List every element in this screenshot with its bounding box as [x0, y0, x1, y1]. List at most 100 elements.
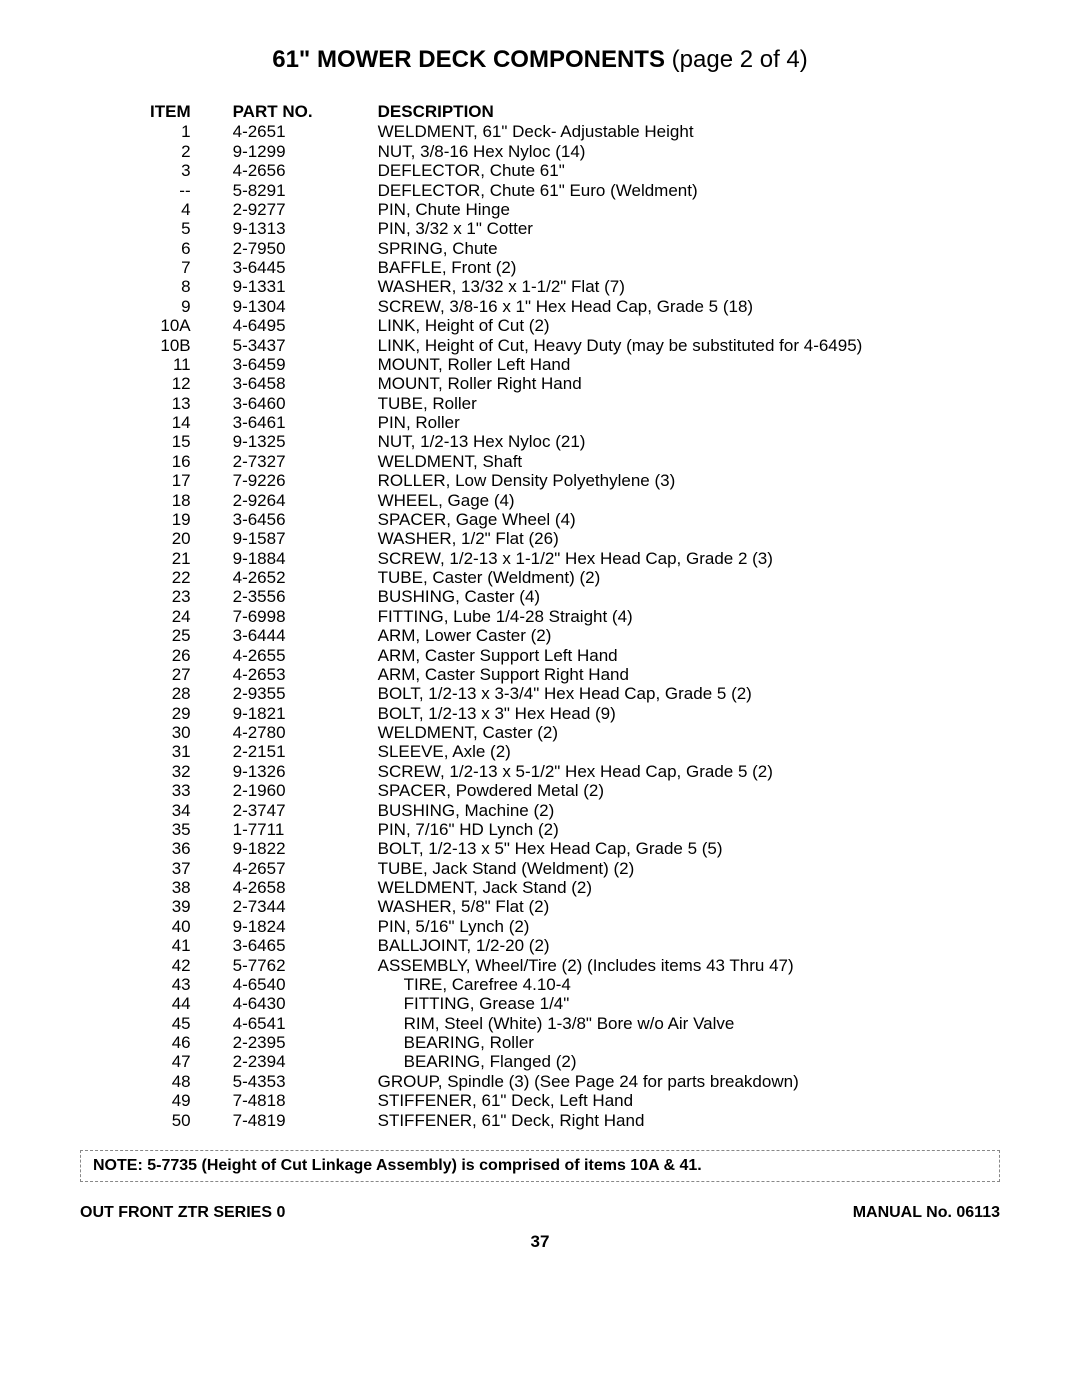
cell-part: 9-1587 [191, 529, 326, 548]
cell-desc: SCREW, 1/2-13 x 5-1/2" Hex Head Cap, Gra… [326, 762, 1000, 781]
table-row: 299-1821BOLT, 1/2-13 x 3" Hex Head (9) [80, 704, 1000, 723]
table-row: 143-6461PIN, Roller [80, 413, 1000, 432]
table-row: 282-9355BOLT, 1/2-13 x 3-3/4" Hex Head C… [80, 684, 1000, 703]
cell-part: 2-2395 [191, 1033, 326, 1052]
cell-part: 9-1821 [191, 704, 326, 723]
cell-part: 4-2658 [191, 878, 326, 897]
cell-desc: BEARING, Roller [326, 1033, 1000, 1052]
cell-item: 9 [80, 297, 191, 316]
cell-part: 3-6461 [191, 413, 326, 432]
cell-desc: BUSHING, Machine (2) [326, 801, 1000, 820]
cell-item: 29 [80, 704, 191, 723]
cell-part: 2-2151 [191, 742, 326, 761]
cell-part: 3-6445 [191, 258, 326, 277]
cell-part: 5-7762 [191, 956, 326, 975]
cell-part: 9-1299 [191, 142, 326, 161]
cell-part: 4-2657 [191, 859, 326, 878]
cell-desc: PIN, Roller [326, 413, 1000, 432]
table-row: 89-1331WASHER, 13/32 x 1-1/2" Flat (7) [80, 277, 1000, 296]
cell-part: 4-2651 [191, 122, 326, 141]
cell-desc: ARM, Caster Support Right Hand [326, 665, 1000, 684]
cell-desc: RIM, Steel (White) 1-3/8" Bore w/o Air V… [326, 1014, 1000, 1033]
cell-item: 38 [80, 878, 191, 897]
table-row: 209-1587WASHER, 1/2" Flat (26) [80, 529, 1000, 548]
cell-desc: WELDMENT, Shaft [326, 452, 1000, 471]
table-row: 274-2653ARM, Caster Support Right Hand [80, 665, 1000, 684]
cell-desc: BOLT, 1/2-13 x 5" Hex Head Cap, Grade 5 … [326, 839, 1000, 858]
table-row: 224-2652TUBE, Caster (Weldment) (2) [80, 568, 1000, 587]
cell-desc: LINK, Height of Cut, Heavy Duty (may be … [326, 336, 1000, 355]
cell-part: 9-1326 [191, 762, 326, 781]
cell-item: 7 [80, 258, 191, 277]
cell-desc: PIN, 3/32 x 1" Cotter [326, 219, 1000, 238]
cell-part: 1-7711 [191, 820, 326, 839]
table-row: 42-9277PIN, Chute Hinge [80, 200, 1000, 219]
table-row: --5-8291DEFLECTOR, Chute 61" Euro (Weldm… [80, 181, 1000, 200]
page-title: 61" MOWER DECK COMPONENTS (page 2 of 4) [80, 46, 1000, 74]
table-row: 329-1326SCREW, 1/2-13 x 5-1/2" Hex Head … [80, 762, 1000, 781]
cell-desc: GROUP, Spindle (3) (See Page 24 for part… [326, 1072, 1000, 1091]
cell-desc: WELDMENT, Jack Stand (2) [326, 878, 1000, 897]
table-row: 14-2651WELDMENT, 61" Deck- Adjustable He… [80, 122, 1000, 141]
cell-part: 4-6430 [191, 994, 326, 1013]
cell-part: 2-7344 [191, 897, 326, 916]
cell-desc: MOUNT, Roller Right Hand [326, 374, 1000, 393]
cell-item: 43 [80, 975, 191, 994]
cell-part: 3-6465 [191, 936, 326, 955]
cell-part: 4-2655 [191, 646, 326, 665]
cell-item: 10B [80, 336, 191, 355]
cell-desc: SPRING, Chute [326, 239, 1000, 258]
footer: OUT FRONT ZTR SERIES 0 MANUAL No. 06113 [80, 1204, 1000, 1222]
cell-desc: NUT, 1/2-13 Hex Nyloc (21) [326, 432, 1000, 451]
cell-part: 2-9264 [191, 491, 326, 510]
cell-part: 9-1884 [191, 549, 326, 568]
table-row: 99-1304SCREW, 3/8-16 x 1" Hex Head Cap, … [80, 297, 1000, 316]
table-row: 444-6430FITTING, Grease 1/4" [80, 994, 1000, 1013]
cell-item: 44 [80, 994, 191, 1013]
cell-desc: PIN, Chute Hinge [326, 200, 1000, 219]
table-row: 454-6541RIM, Steel (White) 1-3/8" Bore w… [80, 1014, 1000, 1033]
table-row: 113-6459MOUNT, Roller Left Hand [80, 355, 1000, 374]
table-row: 232-3556BUSHING, Caster (4) [80, 587, 1000, 606]
table-row: 425-7762ASSEMBLY, Wheel/Tire (2) (Includ… [80, 956, 1000, 975]
cell-desc: BEARING, Flanged (2) [326, 1052, 1000, 1071]
table-row: 485-4353GROUP, Spindle (3) (See Page 24 … [80, 1072, 1000, 1091]
header-item: ITEM [80, 102, 191, 122]
cell-part: 2-7950 [191, 239, 326, 258]
cell-desc: ARM, Lower Caster (2) [326, 626, 1000, 645]
cell-desc: FITTING, Grease 1/4" [326, 994, 1000, 1013]
table-row: 59-1313PIN, 3/32 x 1" Cotter [80, 219, 1000, 238]
cell-desc: LINK, Height of Cut (2) [326, 316, 1000, 335]
table-row: 384-2658WELDMENT, Jack Stand (2) [80, 878, 1000, 897]
cell-item: 25 [80, 626, 191, 645]
cell-item: 22 [80, 568, 191, 587]
table-row: 162-7327WELDMENT, Shaft [80, 452, 1000, 471]
cell-item: 40 [80, 917, 191, 936]
cell-desc: WASHER, 5/8" Flat (2) [326, 897, 1000, 916]
cell-part: 9-1331 [191, 277, 326, 296]
table-row: 409-1824PIN, 5/16" Lynch (2) [80, 917, 1000, 936]
cell-desc: SCREW, 1/2-13 x 1-1/2" Hex Head Cap, Gra… [326, 549, 1000, 568]
parts-tbody: 14-2651WELDMENT, 61" Deck- Adjustable He… [80, 122, 1000, 1130]
cell-item: 41 [80, 936, 191, 955]
table-row: 10B5-3437LINK, Height of Cut, Heavy Duty… [80, 336, 1000, 355]
table-row: 29-1299NUT, 3/8-16 Hex Nyloc (14) [80, 142, 1000, 161]
cell-desc: BUSHING, Caster (4) [326, 587, 1000, 606]
cell-item: 6 [80, 239, 191, 258]
cell-item: 12 [80, 374, 191, 393]
title-suffix: (page 2 of 4) [665, 46, 808, 73]
cell-item: 33 [80, 781, 191, 800]
cell-desc: WASHER, 13/32 x 1-1/2" Flat (7) [326, 277, 1000, 296]
table-row: 219-1884SCREW, 1/2-13 x 1-1/2" Hex Head … [80, 549, 1000, 568]
cell-desc: BAFFLE, Front (2) [326, 258, 1000, 277]
cell-item: 24 [80, 607, 191, 626]
cell-part: 9-1304 [191, 297, 326, 316]
table-row: 434-6540TIRE, Carefree 4.10-4 [80, 975, 1000, 994]
table-row: 497-4818STIFFENER, 61" Deck, Left Hand [80, 1091, 1000, 1110]
cell-item: 18 [80, 491, 191, 510]
cell-item: 46 [80, 1033, 191, 1052]
cell-part: 4-2780 [191, 723, 326, 742]
cell-item: 42 [80, 956, 191, 975]
cell-desc: WHEEL, Gage (4) [326, 491, 1000, 510]
parts-table: ITEM PART NO. DESCRIPTION 14-2651WELDMEN… [80, 102, 1000, 1130]
